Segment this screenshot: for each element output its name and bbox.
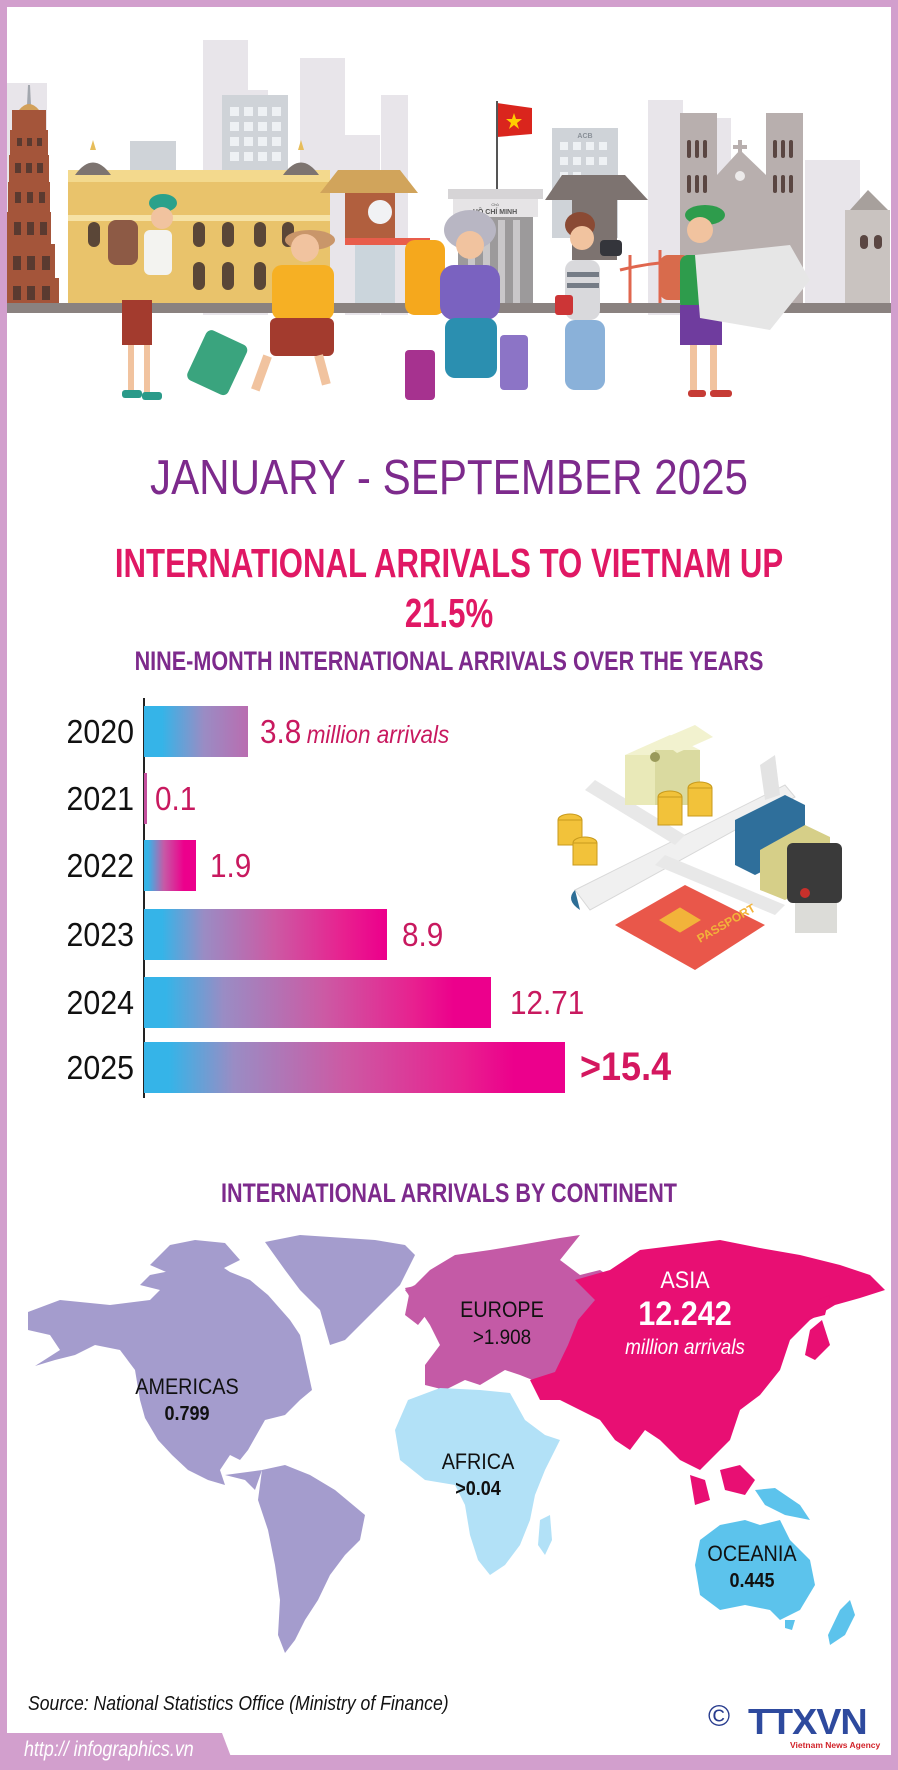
oceania-label: OCEANIA 0.445: [707, 1541, 797, 1593]
svg-text:HỒ CHÍ MINH: HỒ CHÍ MINH: [473, 206, 517, 216]
travel-items-illustration: PASSPORT: [557, 725, 842, 970]
bar-chart-title: NINE-MONTH INTERNATIONAL ARRIVALS OVER T…: [134, 646, 764, 676]
bar: [144, 706, 248, 757]
africa-label: AFRICA >0.04: [441, 1449, 515, 1501]
year-label: 2025: [66, 1049, 134, 1086]
unit-label: million arrivals: [306, 721, 450, 749]
chart-axis-line: [143, 698, 145, 1098]
tourist-figures: [108, 194, 810, 400]
bar: [144, 909, 387, 960]
value-label: 1.9: [210, 847, 252, 884]
svg-text:ACB: ACB: [577, 133, 592, 140]
logo-subtitle: Vietnam News Agency: [790, 1740, 881, 1750]
source-note: Source: National Statistics Office (Mini…: [28, 1693, 449, 1715]
bar: [144, 840, 196, 891]
year-label: 2024: [66, 984, 134, 1021]
period-title: JANUARY - SEPTEMBER 2025: [150, 451, 748, 505]
europe-region: [405, 1235, 615, 1390]
year-label: 2022: [66, 847, 134, 884]
bar: [144, 773, 147, 824]
world-map: [28, 1235, 885, 1653]
asia-region: [530, 1240, 885, 1505]
americas-region: [28, 1235, 415, 1653]
map-title: INTERNATIONAL ARRIVALS BY CONTINENT: [220, 1178, 677, 1208]
hero-illustration: ACB: [7, 7, 891, 407]
value-label: 8.9: [402, 916, 444, 953]
value-label: >15.4: [580, 1045, 672, 1089]
year-label: 2020: [66, 713, 134, 750]
hanoi-cityscape-illustration: ACB: [7, 40, 891, 400]
svg-text:Chủ: Chủ: [491, 202, 498, 207]
oceania-region: [695, 1488, 855, 1645]
url-tab: [0, 1733, 236, 1770]
americas-label: AMERICAS 0.799: [135, 1374, 239, 1426]
year-label: 2021: [66, 780, 134, 817]
copyright-icon: ©: [708, 1700, 731, 1733]
europe-label: EUROPE >1.908: [460, 1297, 544, 1350]
ttxvn-logo: TTXVN: [748, 1701, 868, 1742]
value-label: 0.1: [155, 780, 197, 817]
africa-region: [395, 1388, 560, 1575]
value-label: 3.8 million arrivals: [260, 713, 450, 750]
year-label: 2023: [66, 916, 134, 953]
bar: [144, 977, 491, 1028]
headline: INTERNATIONAL ARRIVALS TO VIETNAM UP 21.…: [114, 540, 784, 636]
website-link[interactable]: http:// infographics.vn: [24, 1738, 194, 1761]
asia-label: ASIA 12.242 million arrivals: [625, 1267, 745, 1359]
value-label: 12.71: [510, 984, 585, 1021]
bar: [144, 1042, 565, 1093]
